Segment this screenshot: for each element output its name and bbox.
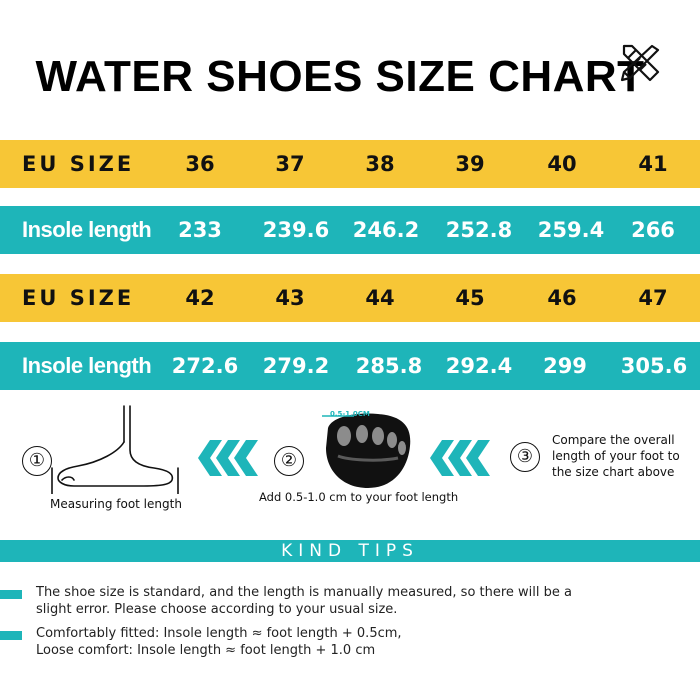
size-row-1: EU SIZE 36 37 38 39 40 41 bbox=[0, 140, 700, 188]
step-3-line: length of your foot to bbox=[552, 449, 680, 463]
cell: 44 bbox=[365, 286, 395, 310]
tip-1: The shoe size is standard, and the lengt… bbox=[36, 584, 676, 618]
tip-1-marker bbox=[0, 590, 22, 599]
shoe-sole-icon bbox=[322, 413, 411, 488]
cell: 40 bbox=[547, 152, 577, 176]
insole-row-2: Insole length 272.6 279.2 285.8 292.4 29… bbox=[0, 342, 700, 390]
cell: 43 bbox=[275, 286, 305, 310]
row-label: Insole length bbox=[22, 217, 152, 242]
cell: 38 bbox=[365, 152, 395, 176]
tip-2-line: Comfortably fitted: Insole length ≈ foot… bbox=[36, 626, 402, 641]
step-3-number: ③ bbox=[510, 442, 540, 472]
tip-2: Comfortably fitted: Insole length ≈ foot… bbox=[36, 625, 676, 659]
cell: 39 bbox=[455, 152, 485, 176]
tip-2-marker bbox=[0, 631, 22, 640]
step-3-line: Compare the overall bbox=[552, 433, 675, 447]
step-1-number: ① bbox=[22, 446, 52, 476]
foot-measure-icon bbox=[51, 405, 179, 494]
cell: 252.8 bbox=[445, 218, 513, 242]
pencil-ruler-icon bbox=[620, 44, 660, 82]
chevrons-right-icon bbox=[198, 440, 258, 476]
cell: 259.4 bbox=[537, 218, 605, 242]
cell: 41 bbox=[638, 152, 668, 176]
step-2-caption: Add 0.5-1.0 cm to your foot length bbox=[259, 490, 459, 504]
tip-1-line: slight error. Please choose according to… bbox=[36, 602, 398, 617]
step-1-caption: Measuring foot length bbox=[50, 497, 182, 511]
step-2-number: ② bbox=[274, 446, 304, 476]
cell: 37 bbox=[275, 152, 305, 176]
cell: 239.6 bbox=[262, 218, 330, 242]
step-3-line: the size chart above bbox=[552, 465, 675, 479]
cell: 305.6 bbox=[620, 354, 688, 378]
cell: 292.4 bbox=[445, 354, 513, 378]
cell: 47 bbox=[638, 286, 668, 310]
cell: 266 bbox=[631, 218, 675, 242]
cell: 299 bbox=[543, 354, 587, 378]
tip-2-line: Loose comfort: Insole length ≈ foot leng… bbox=[36, 643, 376, 658]
chevrons-right-icon bbox=[430, 440, 490, 476]
row-label: EU SIZE bbox=[22, 286, 135, 310]
insole-row-1: Insole length 233 239.6 246.2 252.8 259.… bbox=[0, 206, 700, 254]
size-row-2: EU SIZE 42 43 44 45 46 47 bbox=[0, 274, 700, 322]
cell: 272.6 bbox=[171, 354, 239, 378]
cell: 285.8 bbox=[355, 354, 423, 378]
cell: 45 bbox=[455, 286, 485, 310]
cell: 279.2 bbox=[262, 354, 330, 378]
step-3-caption: Compare the overall length of your foot … bbox=[552, 432, 680, 480]
cell: 46 bbox=[547, 286, 577, 310]
cell: 42 bbox=[185, 286, 215, 310]
cell: 36 bbox=[185, 152, 215, 176]
cell: 246.2 bbox=[352, 218, 420, 242]
tip-1-line: The shoe size is standard, and the lengt… bbox=[36, 585, 573, 600]
row-label: Insole length bbox=[22, 353, 152, 378]
page-title: WATER SHOES SIZE CHART bbox=[35, 52, 645, 101]
cell: 233 bbox=[178, 218, 222, 242]
allowance-badge: 0.5-1.0CM bbox=[330, 410, 370, 418]
kind-tips-heading: KIND TIPS bbox=[0, 540, 700, 562]
row-label: EU SIZE bbox=[22, 152, 135, 176]
